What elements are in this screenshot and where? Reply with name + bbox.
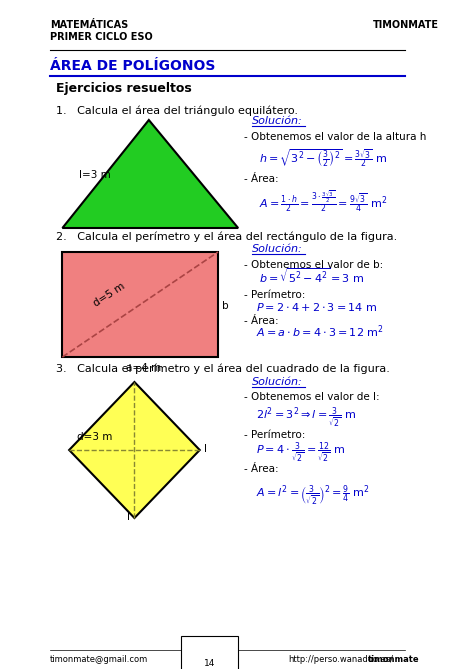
Text: l: l	[127, 512, 130, 522]
Text: b: b	[222, 301, 228, 311]
Text: $P = 2 \cdot 4 + 2 \cdot 3 = 14$ m: $P = 2 \cdot 4 + 2 \cdot 3 = 14$ m	[256, 301, 378, 313]
Text: Solución:: Solución:	[252, 244, 302, 254]
Text: - Perímetro:: - Perímetro:	[244, 430, 305, 440]
Text: a=4 m: a=4 m	[126, 363, 161, 373]
Text: TIMONMATE: TIMONMATE	[373, 20, 438, 30]
Text: l=3 m: l=3 m	[79, 170, 110, 180]
Text: $h = \sqrt{3^2 - \left(\frac{3}{2}\right)^2} = \frac{3\sqrt{3}}{2}$ m: $h = \sqrt{3^2 - \left(\frac{3}{2}\right…	[259, 147, 388, 169]
Text: - Perímetro:: - Perímetro:	[244, 290, 305, 300]
Polygon shape	[63, 120, 238, 228]
Text: timonmate: timonmate	[368, 655, 419, 664]
Text: timonmate@gmail.com: timonmate@gmail.com	[50, 655, 148, 664]
Text: - Área:: - Área:	[244, 464, 279, 474]
Text: l: l	[203, 444, 207, 454]
Text: $2l^2 = 3^2 \Rightarrow l = \frac{3}{\sqrt{2}}$ m: $2l^2 = 3^2 \Rightarrow l = \frac{3}{\sq…	[256, 406, 357, 431]
Text: - Obtenemos el valor de l:: - Obtenemos el valor de l:	[244, 392, 380, 402]
Text: d=3 m: d=3 m	[77, 432, 112, 442]
Text: PRIMER CICLO ESO: PRIMER CICLO ESO	[50, 32, 153, 42]
Text: MATEMÁTICAS: MATEMÁTICAS	[50, 20, 128, 30]
Text: $A = l^2 = \left(\frac{3}{\sqrt{2}}\right)^2 = \frac{9}{4}$ m$^2$: $A = l^2 = \left(\frac{3}{\sqrt{2}}\righ…	[256, 484, 370, 509]
Text: 1.   Calcula el área del triángulo equilátero.: 1. Calcula el área del triángulo equilát…	[55, 106, 298, 116]
Text: 2.   Calcula el perímetro y el área del rectángulo de la figura.: 2. Calcula el perímetro y el área del re…	[55, 231, 397, 242]
Text: $b = \sqrt{5^2 - 4^2} = 3$ m: $b = \sqrt{5^2 - 4^2} = 3$ m	[259, 266, 365, 285]
Text: 3.   Calcula el perímetro y el área del cuadrado de la figura.: 3. Calcula el perímetro y el área del cu…	[55, 363, 390, 374]
Text: - Obtenemos el valor de b:: - Obtenemos el valor de b:	[244, 260, 383, 270]
Text: 14: 14	[204, 658, 215, 668]
Text: $A = \frac{1 \cdot h}{2} = \frac{3 \cdot \frac{3\sqrt{3}}{2}}{2} = \frac{9\sqrt{: $A = \frac{1 \cdot h}{2} = \frac{3 \cdot…	[259, 189, 387, 214]
Text: Solución:: Solución:	[252, 377, 302, 387]
Text: - Área:: - Área:	[244, 174, 279, 184]
Text: Ejercicios resueltos: Ejercicios resueltos	[55, 82, 191, 95]
Text: - Obtenemos el valor de la altura h: - Obtenemos el valor de la altura h	[244, 132, 426, 142]
Text: Solución:: Solución:	[252, 116, 302, 126]
Text: d=5 m: d=5 m	[91, 282, 127, 309]
Text: - Área:: - Área:	[244, 316, 279, 326]
Text: http://perso.wanadoo.es/: http://perso.wanadoo.es/	[288, 655, 393, 664]
Text: $A = a \cdot b = 4 \cdot 3 = 12$ m$^2$: $A = a \cdot b = 4 \cdot 3 = 12$ m$^2$	[256, 324, 384, 341]
Text: ÁREA DE POLÍGONOS: ÁREA DE POLÍGONOS	[50, 59, 215, 73]
Polygon shape	[69, 382, 200, 518]
Text: $P = 4 \cdot \frac{3}{\sqrt{2}} = \frac{12}{\sqrt{2}}$ m: $P = 4 \cdot \frac{3}{\sqrt{2}} = \frac{…	[256, 441, 346, 466]
Bar	[63, 252, 218, 357]
